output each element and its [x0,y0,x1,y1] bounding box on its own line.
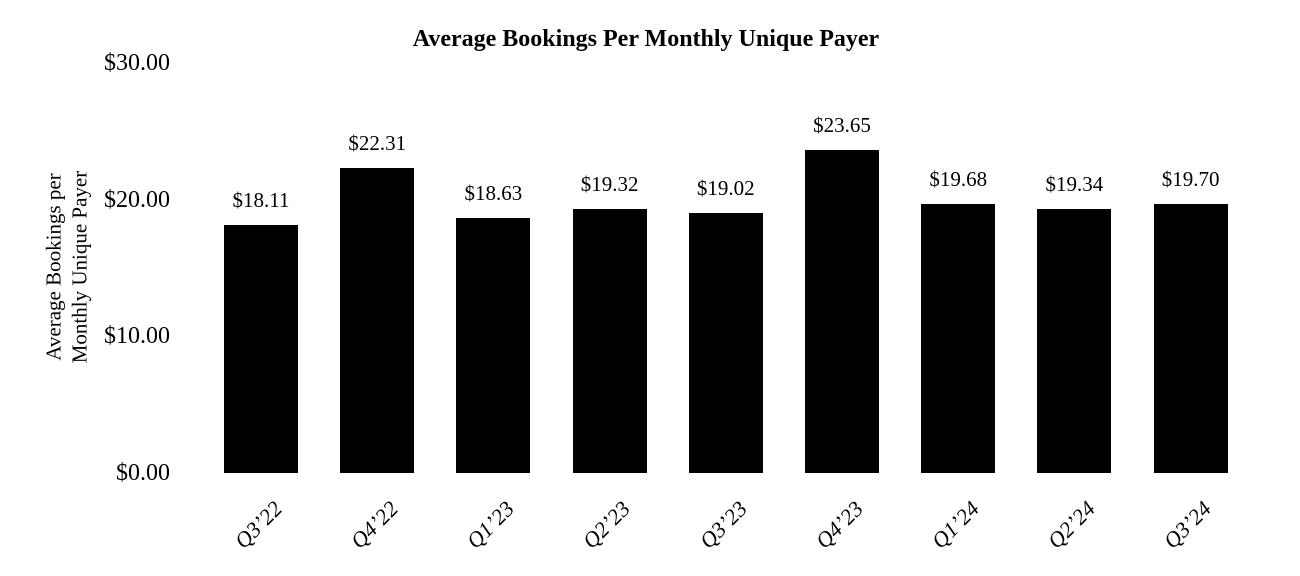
y-tick-label: $0.00 [116,460,170,486]
bar-value-label: $19.34 [1045,171,1104,196]
bar-value-label: $18.63 [464,181,523,206]
bar-value-label: $19.70 [1161,166,1220,191]
bar-value-label: $19.32 [580,171,639,196]
y-tick-label: $30.00 [104,50,170,76]
x-tick-label-text: Q1’23 [461,496,520,554]
bar-value-label: $22.31 [348,131,407,156]
bar [224,225,298,473]
bar-value-label: $18.11 [232,188,290,213]
x-tick-label-text: Q4’22 [345,496,403,554]
y-tick-label: $20.00 [104,186,170,213]
bar [805,149,879,473]
bar [340,168,415,473]
chart-title: Average Bookings Per Monthly Unique Paye… [412,26,880,52]
x-tick-label-text: Q2’23 [577,496,636,554]
bar [572,208,647,473]
x-tick-label-text: Q3’24 [1158,496,1217,554]
x-tick-label-text: Q1’24 [926,496,984,554]
x-tick-label-text: Q4’23 [810,496,868,554]
bar [921,204,996,473]
bar [1153,203,1228,473]
x-tick-label-text: Q3’23 [694,496,752,554]
bar-value-label: $23.65 [813,112,871,137]
bar [456,218,531,473]
bar-value-label: $19.02 [696,176,755,201]
x-tick-label-text: Q3’22 [229,496,287,554]
x-tick-label-text: Q2’24 [1042,496,1101,554]
bar-value-label: $19.68 [929,167,988,192]
bar [1037,208,1112,473]
y-tick-label: $10.00 [104,323,170,350]
bar [688,213,763,473]
